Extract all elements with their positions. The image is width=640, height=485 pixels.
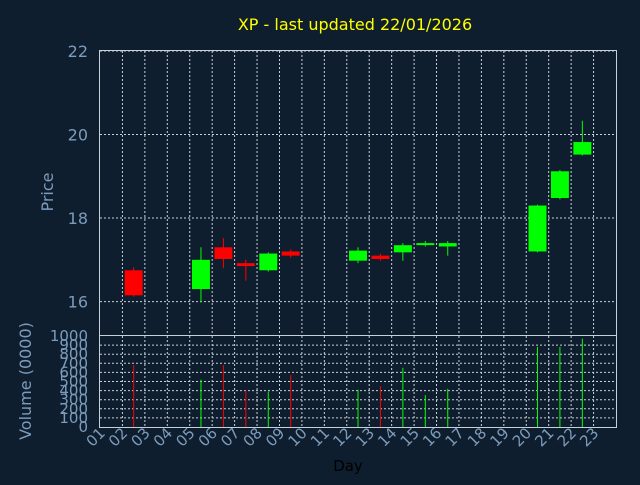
price-tick-labels: 16 18 20 22: [68, 42, 88, 312]
volume-tick-label: 500: [59, 373, 88, 391]
candle-body: [281, 251, 300, 256]
volume-tick-label: 900: [59, 336, 88, 354]
candle-body: [236, 263, 255, 267]
volume-tick-label: 0: [78, 418, 88, 436]
candle-body: [124, 270, 143, 296]
candle-body: [573, 142, 592, 155]
volume-axis-label: Volume (0000): [16, 322, 35, 440]
price-grid: [100, 50, 616, 335]
candle-body: [438, 243, 457, 247]
x-axis-label: Day: [333, 457, 363, 475]
price-tick-label: 18: [68, 209, 88, 228]
volume-tick-label: 600: [59, 363, 88, 381]
candles: [124, 120, 592, 303]
volume-panel-frame: [99, 335, 617, 428]
price-axis-label: Price: [38, 172, 57, 211]
candle-body: [416, 243, 435, 246]
volume-tick-label: 100: [59, 409, 88, 427]
volume-tick-label: 800: [59, 345, 88, 363]
candle-body: [191, 259, 210, 290]
price-tick-label: 20: [68, 126, 88, 145]
candle-body: [214, 247, 233, 259]
volume-tick-label: 1000: [50, 327, 88, 345]
volume-bars: [133, 338, 583, 427]
chart-title: XP - last updated 22/01/2026: [238, 15, 472, 34]
volume-tick-label: 200: [59, 400, 88, 418]
candle-body: [393, 245, 412, 253]
candle-body: [371, 255, 390, 259]
volume-tick-label: 700: [59, 354, 88, 372]
volume-tick-label: 300: [59, 391, 88, 409]
candle-body: [349, 250, 367, 261]
volume-tick-label: 400: [59, 382, 88, 400]
candle-body: [550, 171, 569, 199]
candle-body: [259, 253, 278, 271]
price-tick-label: 22: [68, 42, 88, 61]
candle-body: [528, 205, 547, 252]
price-tick-label: 16: [68, 293, 88, 312]
x-tick-labels: 0102030405060708091011121314151617181920…: [83, 424, 603, 450]
